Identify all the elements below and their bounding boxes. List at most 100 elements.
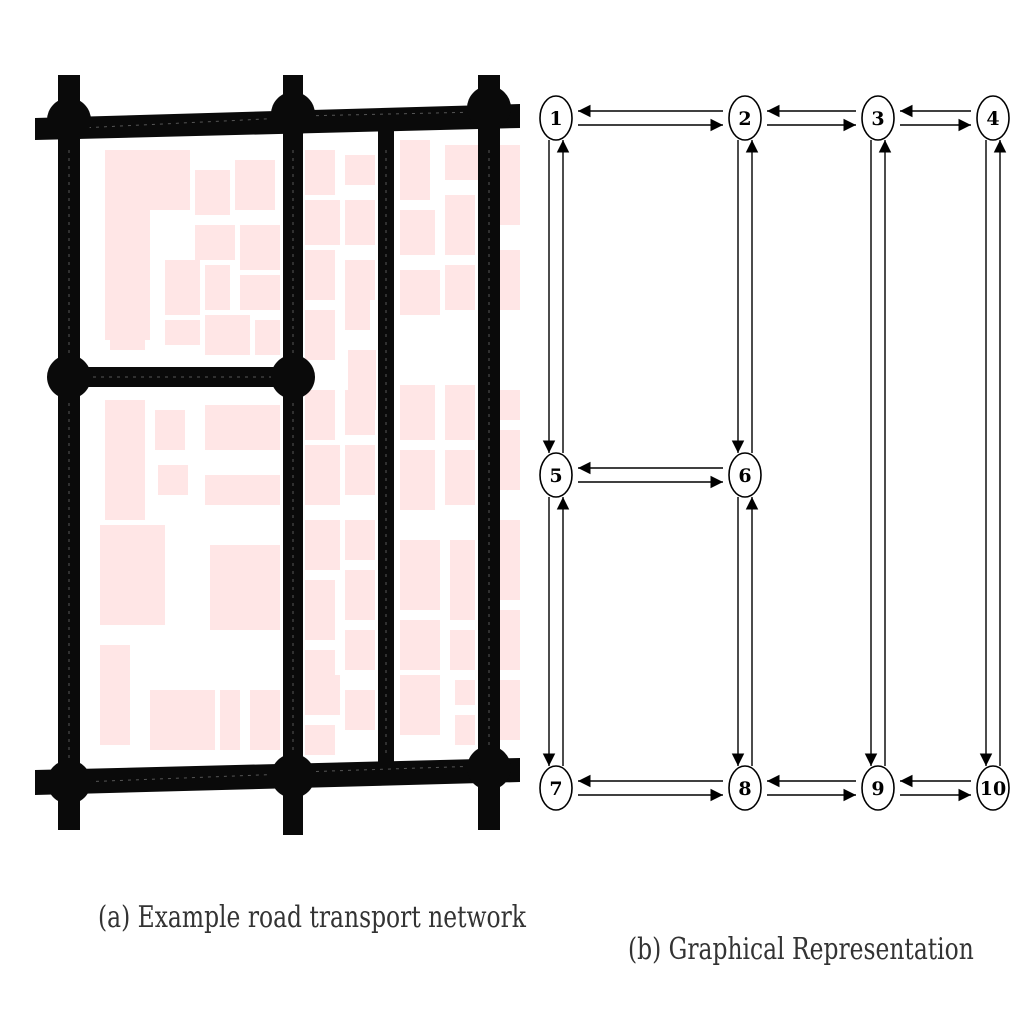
intersection bbox=[467, 746, 511, 790]
building-block bbox=[305, 250, 335, 300]
intersection bbox=[47, 760, 91, 804]
building-block bbox=[158, 465, 188, 495]
building-block bbox=[345, 630, 375, 670]
node-label-9: 9 bbox=[871, 778, 884, 800]
node-label-10: 10 bbox=[980, 778, 1006, 800]
intersection bbox=[47, 355, 91, 399]
graph-diagram: 1 2 3 4 5 6 7 8 9 10 bbox=[539, 95, 1010, 811]
caption-graphical-representation: (b) Graphical Representation bbox=[628, 932, 974, 967]
building-block bbox=[400, 450, 435, 510]
building-block bbox=[255, 320, 280, 355]
building-block bbox=[400, 385, 435, 440]
building-block bbox=[305, 520, 340, 570]
building-block bbox=[345, 300, 370, 330]
road-network-map bbox=[35, 75, 520, 835]
road-vertical-2 bbox=[283, 75, 303, 835]
node-9 bbox=[861, 765, 895, 811]
graph-nodes: 1 2 3 4 5 6 7 8 9 10 bbox=[539, 95, 1010, 811]
building-block bbox=[400, 620, 440, 670]
intersection bbox=[467, 86, 511, 130]
building-block bbox=[205, 315, 250, 355]
node-label-4: 4 bbox=[986, 108, 999, 130]
node-7 bbox=[539, 765, 573, 811]
graph-edges bbox=[542, 104, 1007, 802]
building-block bbox=[250, 690, 280, 750]
building-block bbox=[195, 170, 230, 215]
building-block bbox=[220, 690, 240, 750]
node-label-1: 1 bbox=[549, 108, 562, 130]
intersection bbox=[271, 754, 315, 798]
building-block bbox=[445, 450, 475, 505]
building-block bbox=[345, 690, 375, 730]
caption-road-network: (a) Example road transport network bbox=[98, 900, 526, 935]
lane-marking bbox=[79, 773, 286, 783]
building-block bbox=[450, 630, 475, 670]
building-block bbox=[305, 445, 340, 505]
node-8 bbox=[728, 765, 762, 811]
building-block bbox=[100, 525, 165, 625]
node-1 bbox=[539, 95, 573, 141]
node-label-8: 8 bbox=[738, 778, 751, 800]
node-10 bbox=[976, 765, 1010, 811]
building-block bbox=[445, 265, 475, 310]
node-5 bbox=[539, 452, 573, 498]
building-blocks bbox=[100, 140, 520, 755]
intersection bbox=[271, 355, 315, 399]
building-block bbox=[345, 390, 375, 435]
building-block bbox=[150, 690, 215, 750]
building-block bbox=[345, 570, 375, 620]
building-block bbox=[305, 725, 335, 755]
lane-marking bbox=[79, 117, 286, 129]
building-block bbox=[455, 715, 475, 745]
building-block bbox=[165, 260, 200, 315]
building-block bbox=[210, 545, 280, 630]
building-block bbox=[400, 210, 435, 255]
node-label-5: 5 bbox=[549, 465, 562, 487]
intersection bbox=[47, 98, 91, 142]
building-block bbox=[165, 320, 200, 345]
building-block bbox=[240, 225, 280, 270]
road-vertical-3 bbox=[378, 115, 394, 770]
node-3 bbox=[861, 95, 895, 141]
building-block bbox=[345, 520, 375, 560]
building-block bbox=[195, 225, 235, 260]
building-block bbox=[205, 475, 280, 505]
lane-marking bbox=[299, 111, 481, 117]
node-label-3: 3 bbox=[871, 108, 884, 130]
building-block bbox=[455, 680, 475, 705]
node-2 bbox=[728, 95, 762, 141]
node-6 bbox=[728, 452, 762, 498]
building-block bbox=[105, 400, 145, 520]
node-label-7: 7 bbox=[549, 778, 562, 800]
building-block bbox=[110, 260, 145, 350]
building-block bbox=[445, 145, 480, 180]
node-4 bbox=[976, 95, 1010, 141]
building-block bbox=[345, 260, 375, 300]
building-block bbox=[305, 390, 335, 440]
building-block bbox=[345, 445, 375, 495]
building-block bbox=[450, 540, 475, 620]
road-middle bbox=[60, 367, 295, 387]
building-block bbox=[400, 675, 440, 735]
road-intersections bbox=[47, 86, 511, 804]
road-vertical-4 bbox=[478, 75, 500, 830]
building-block bbox=[400, 270, 440, 315]
building-block bbox=[305, 310, 335, 360]
building-block bbox=[345, 200, 375, 245]
building-block bbox=[445, 385, 475, 440]
building-block bbox=[205, 265, 230, 310]
building-block bbox=[445, 195, 475, 255]
building-block bbox=[400, 540, 440, 610]
building-block bbox=[240, 275, 280, 310]
building-block bbox=[205, 405, 280, 450]
building-block bbox=[305, 675, 340, 715]
building-block bbox=[305, 200, 340, 245]
node-label-2: 2 bbox=[738, 108, 751, 130]
intersection bbox=[271, 92, 315, 136]
building-block bbox=[150, 150, 190, 210]
building-block bbox=[235, 160, 275, 210]
building-block bbox=[305, 580, 335, 640]
building-block bbox=[100, 645, 130, 745]
building-block bbox=[345, 155, 375, 185]
building-block bbox=[305, 150, 335, 195]
